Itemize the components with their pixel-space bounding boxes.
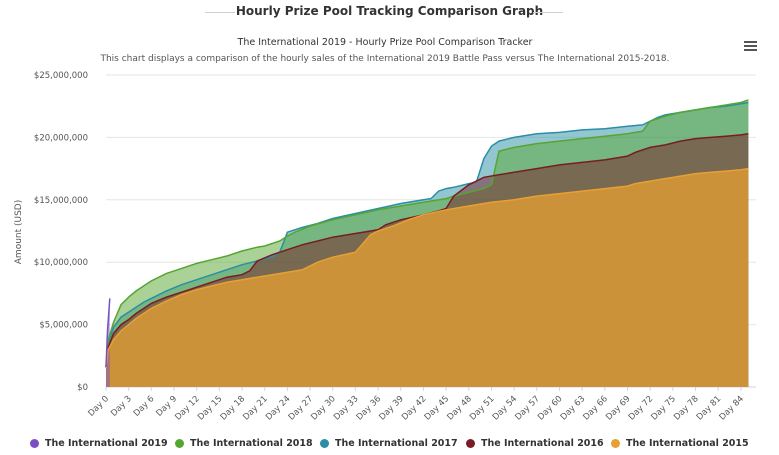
legend-marker-icon	[175, 438, 184, 448]
legend-marker-icon	[611, 438, 620, 448]
area-chart: $0 $5,000,000 $10,000,000 $15,000,000 $20,00…	[14, 37, 756, 423]
header-rule-right	[533, 12, 563, 13]
legend-item[interactable]: The International 2015	[611, 434, 749, 452]
y-tick-label: $20,000,000	[34, 133, 88, 143]
section-title: Hourly Prize Pool Tracking Comparison Gr…	[235, 4, 544, 18]
legend-label: The International 2018	[190, 437, 313, 449]
x-tick-label: Day 84	[717, 394, 746, 423]
legend-label: The International 2017	[335, 437, 458, 449]
legend-marker-icon	[466, 438, 475, 448]
series-line[interactable]	[105, 99, 749, 368]
series-area	[106, 168, 749, 387]
y-tick-label: $10,000,000	[34, 258, 88, 268]
x-tick-label: Day 6	[132, 394, 157, 419]
legend-marker-icon	[30, 438, 39, 448]
series-line[interactable]	[105, 298, 111, 368]
series-lines	[105, 99, 749, 369]
y-axis: $0 $5,000,000 $10,000,000 $15,000,000 $20,00…	[34, 71, 88, 393]
series-areas	[106, 100, 749, 387]
chart-title: The International 2019 - Hourly Prize Po…	[237, 37, 533, 48]
y-tick-label: $0	[77, 383, 88, 393]
hamburger-menu-icon	[744, 41, 757, 43]
x-tick-label: Day 3	[109, 394, 134, 419]
y-axis-label: Amount (USD)	[14, 200, 24, 264]
header-rule-left	[205, 12, 235, 13]
legend-item[interactable]: The International 2016	[466, 434, 604, 452]
legend-marker-icon	[320, 438, 329, 448]
chart-menu-button[interactable]	[740, 37, 762, 57]
y-tick-label: $15,000,000	[34, 196, 88, 206]
x-tick-label: Day 0	[86, 394, 111, 419]
y-tick-label: $5,000,000	[39, 321, 88, 331]
y-tick-label: $25,000,000	[34, 71, 88, 81]
legend-item[interactable]: The International 2018	[175, 434, 313, 452]
chart-legend: The International 2019 The International …	[0, 434, 779, 452]
series-line[interactable]	[105, 167, 749, 369]
legend-item[interactable]: The International 2017	[320, 434, 458, 452]
chart-subtitle: This chart displays a comparison of the …	[99, 54, 669, 64]
legend-label: The International 2016	[481, 437, 604, 449]
section-header: Hourly Prize Pool Tracking Comparison Gr…	[0, 0, 779, 24]
legend-label: The International 2015	[626, 437, 749, 449]
legend-label: The International 2019	[45, 437, 168, 449]
legend-item[interactable]: The International 2019	[30, 434, 168, 452]
series-line[interactable]	[105, 132, 749, 368]
